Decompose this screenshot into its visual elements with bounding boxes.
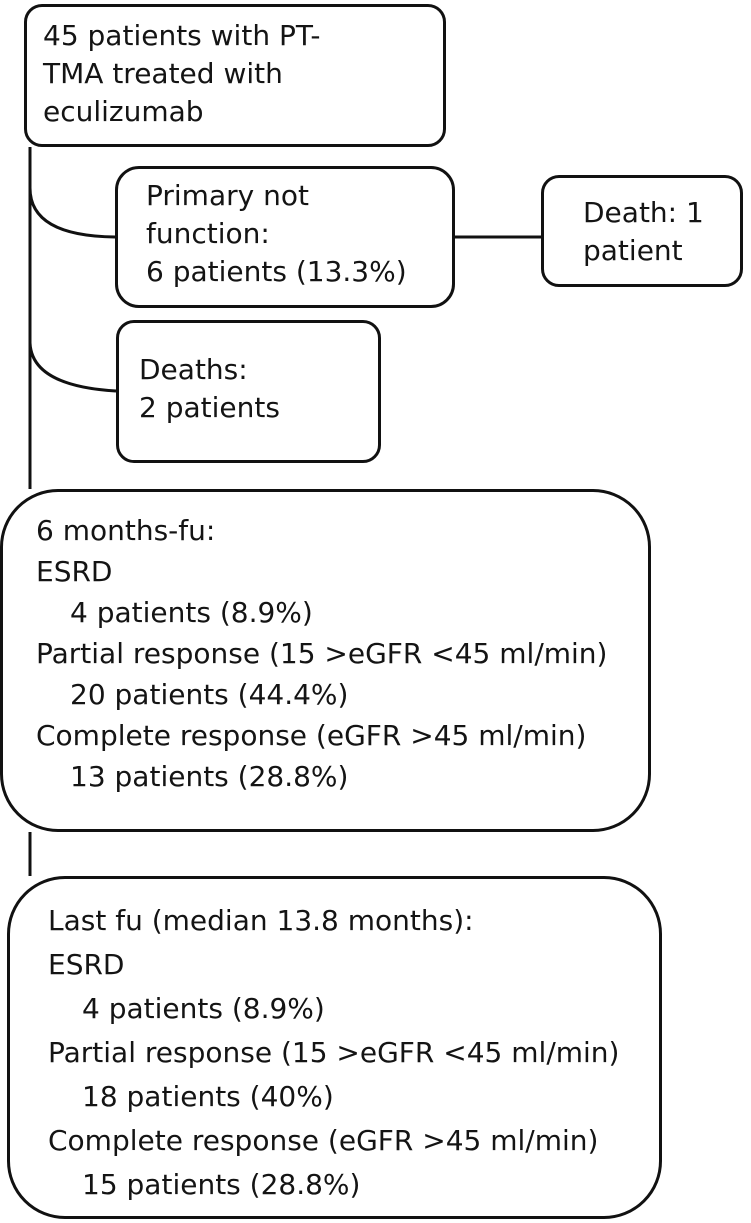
last-fu-title: Last fu (median 13.8 months): [48,904,474,937]
start-line-2: TMA treated with [43,57,283,90]
last-fu-partial-label: Partial response (15 >eGFR <45 ml/min) [48,1036,620,1069]
deaths-line-1: Deaths: [139,353,248,386]
start-line-3: eculizumab [43,95,204,128]
primary-line-1: Primary not [146,179,309,212]
start-node-eculizumab-patients: 45 patients with PT- TMA treated with ec… [24,4,446,147]
start-line-1: 45 patients with PT- [43,19,321,52]
deaths-line-2: 2 patients [139,391,280,424]
branch-to-primary-not-function [28,187,116,239]
six-months-complete-value: 13 patients (28.8%) [70,760,349,793]
six-months-esrd-label: ESRD [36,555,113,588]
last-fu-esrd-value: 4 patients (8.9%) [82,992,325,1025]
last-fu-complete-label: Complete response (eGFR >45 ml/min) [48,1124,599,1157]
last-followup-node: Last fu (median 13.8 months): ESRD 4 pat… [7,876,662,1219]
death-one-patient-node: Death: 1 patient [541,175,743,287]
six-months-followup-node: 6 months-fu: ESRD 4 patients (8.9%) Part… [0,489,651,832]
death-one-line-1: Death: 1 [583,196,704,229]
last-fu-complete-value: 15 patients (28.8%) [82,1168,361,1201]
deaths-node: Deaths: 2 patients [116,320,381,463]
six-months-partial-value: 20 patients (44.4%) [70,678,349,711]
branch-to-deaths [28,342,117,393]
six-months-esrd-value: 4 patients (8.9%) [70,596,313,629]
last-fu-partial-value: 18 patients (40%) [82,1080,334,1113]
last-fu-esrd-label: ESRD [48,948,125,981]
death-one-line-2: patient [583,234,683,267]
six-months-title: 6 months-fu: [36,514,216,547]
primary-not-function-node: Primary not function: 6 patients (13.3%) [115,166,455,308]
primary-line-2: function: [146,217,270,250]
primary-line-3: 6 patients (13.3%) [146,255,407,288]
six-months-partial-label: Partial response (15 >eGFR <45 ml/min) [36,637,608,670]
six-months-complete-label: Complete response (eGFR >45 ml/min) [36,719,587,752]
